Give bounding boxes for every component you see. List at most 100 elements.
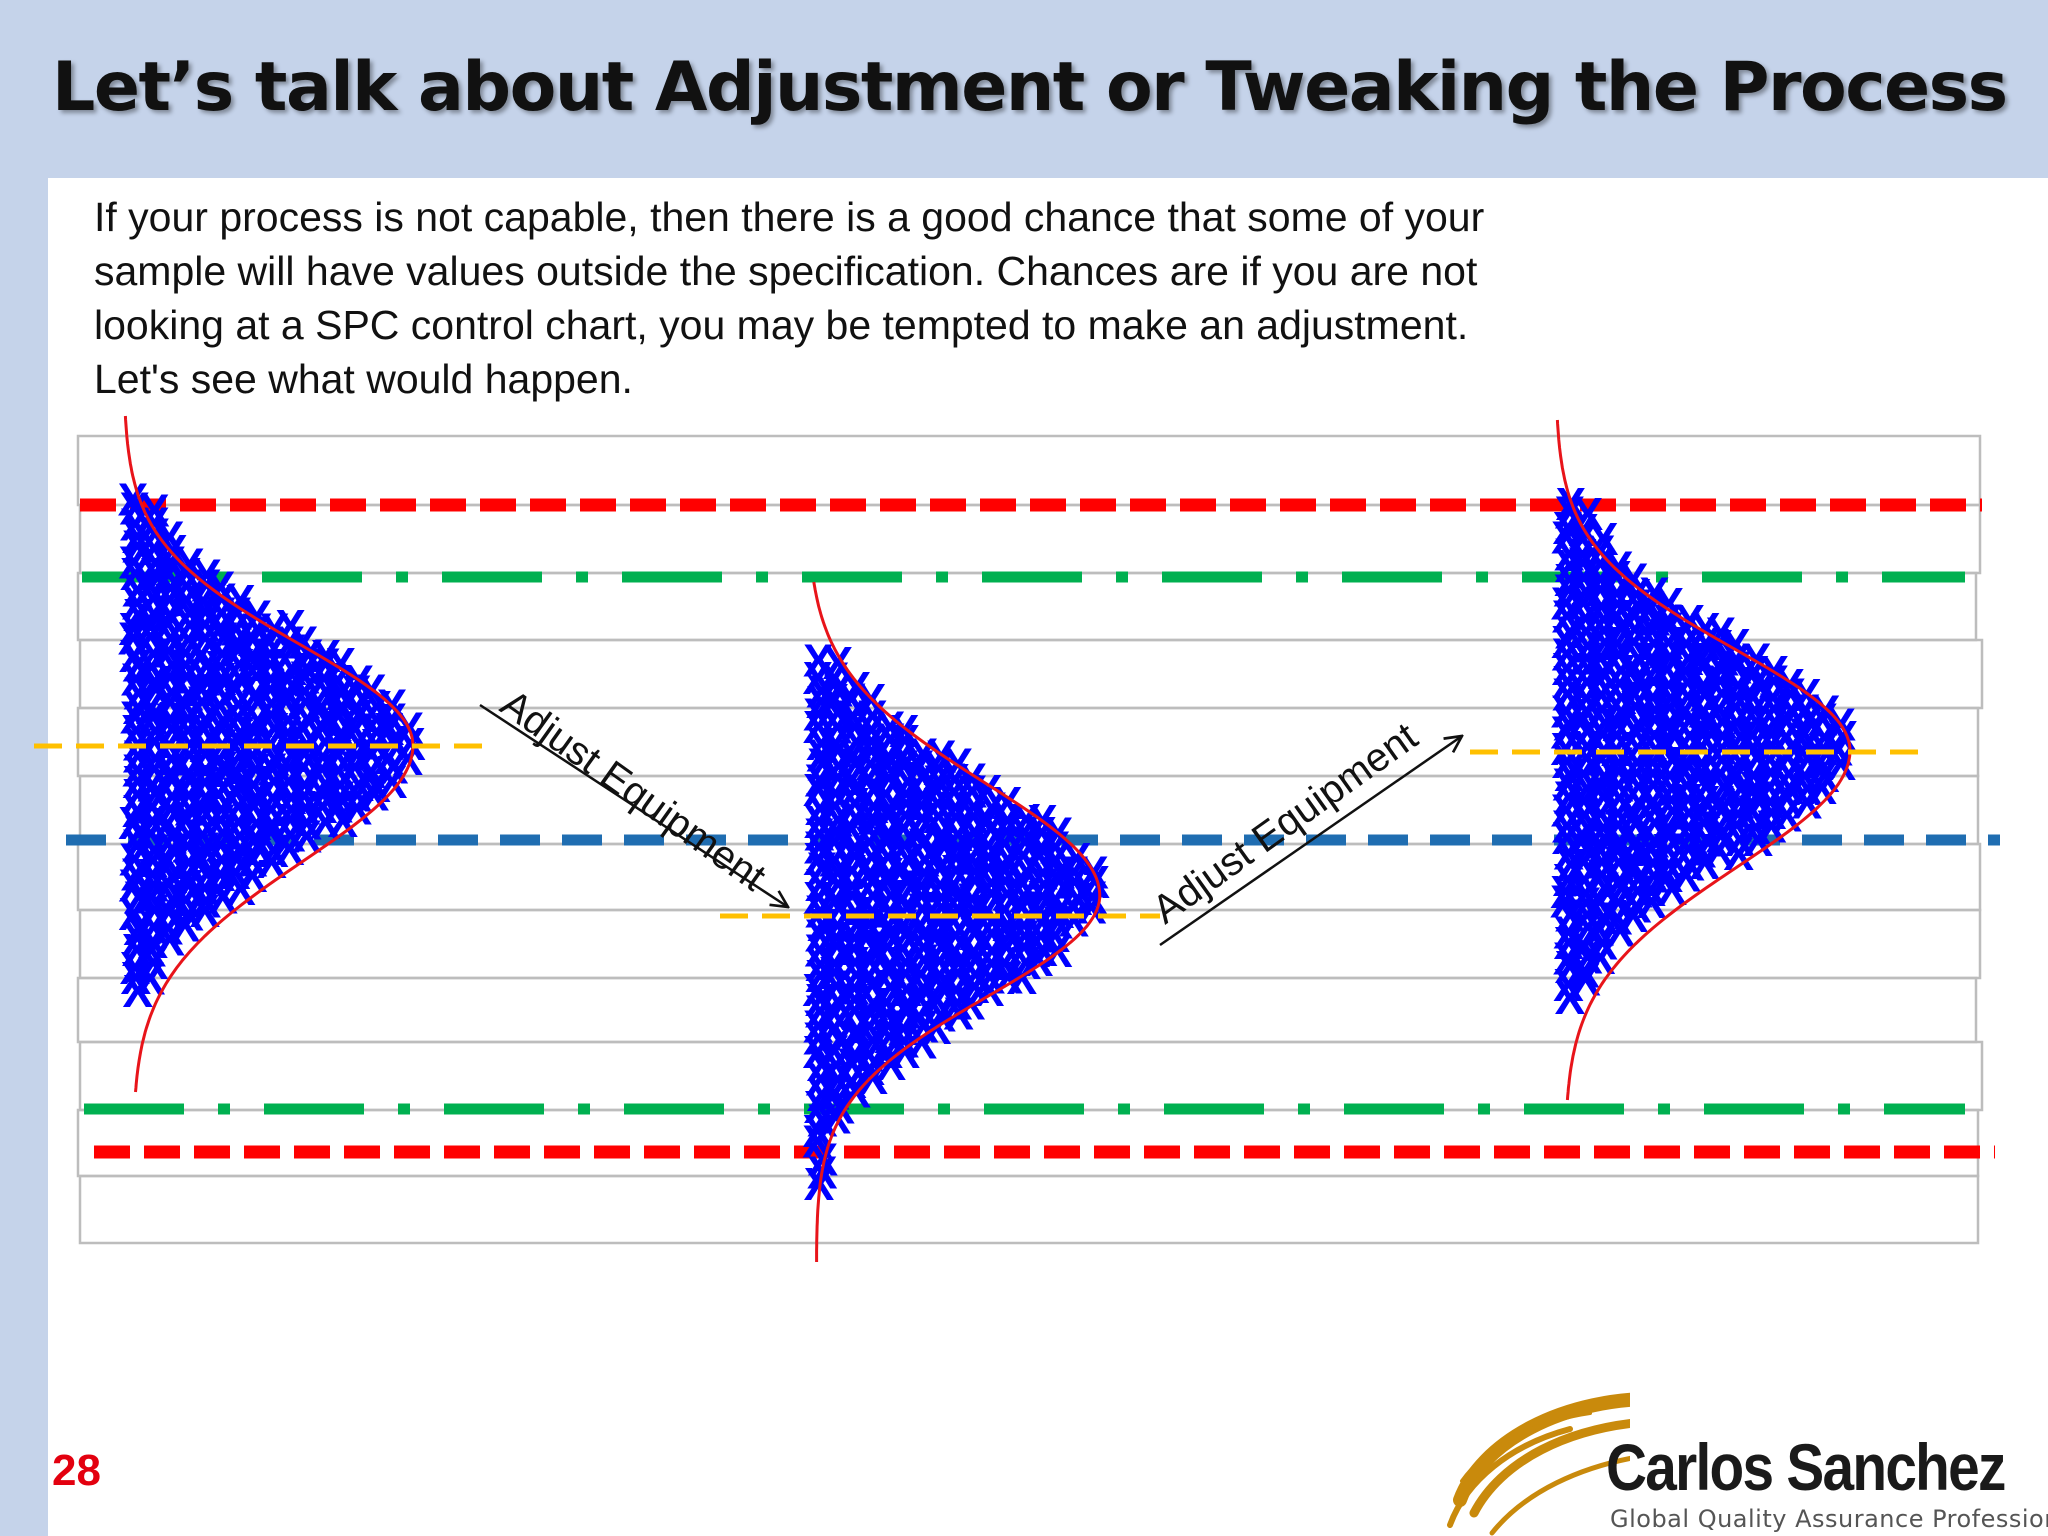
sample-x-marker: X [1638, 655, 1669, 707]
sample-x-marker: X [157, 851, 188, 903]
sample-x-marker: X [288, 617, 319, 669]
sample-x-marker: X [205, 819, 236, 871]
sample-x-marker: X [1029, 859, 1060, 911]
sample-x-marker: X [1606, 645, 1637, 697]
sample-x-marker: X [257, 798, 288, 850]
sample-x-marker: X [905, 973, 936, 1025]
sample-x-marker: X [137, 916, 168, 968]
slide-header [0, 0, 2048, 178]
sample-x-marker: X [139, 716, 170, 768]
sample-x-marker: X [273, 756, 304, 808]
sample-x-marker: X [856, 725, 887, 777]
sample-x-marker: X [223, 797, 254, 849]
sample-x-marker: X [170, 795, 201, 847]
sample-x-marker: X [155, 677, 186, 729]
sample-x-marker: X [803, 635, 834, 687]
sample-x-marker: X [821, 1040, 852, 1092]
sample-x-marker: X [325, 772, 356, 824]
sample-x-marker: X [289, 666, 320, 718]
sample-x-marker: X [1688, 685, 1719, 737]
sample-x-marker: X [323, 780, 354, 832]
sample-x-marker: X [1652, 644, 1683, 696]
sample-x-marker: X [805, 974, 836, 1026]
sample-x-marker: X [187, 809, 218, 861]
sample-x-marker: X [1673, 671, 1704, 723]
sample-x-marker: X [307, 743, 338, 795]
sample-x-marker: X [943, 947, 974, 999]
sample-x-marker: X [174, 539, 205, 591]
sample-x-marker: X [225, 810, 256, 862]
sample-x-marker: X [189, 823, 220, 875]
sample-x-marker: X [857, 1015, 888, 1067]
sample-x-marker: X [273, 694, 304, 746]
sample-x-marker: X [238, 781, 269, 833]
sample-x-marker: X [171, 651, 202, 703]
sample-x-marker: X [840, 937, 871, 989]
sample-x-marker: X [972, 795, 1003, 847]
sample-x-marker: X [1587, 647, 1618, 699]
sample-x-marker: X [272, 654, 303, 706]
sample-x-marker: X [875, 702, 906, 754]
sample-x-marker: X [156, 734, 187, 786]
sample-x-marker: X [1555, 972, 1586, 1024]
sample-x-marker: X [139, 825, 170, 877]
sample-x-marker: X [238, 759, 269, 811]
sample-x-marker: X [873, 832, 904, 884]
sample-x-marker: X [122, 924, 153, 976]
sample-x-marker: X [1572, 621, 1603, 673]
sample-x-marker: X [943, 937, 974, 989]
sample-x-marker: X [923, 791, 954, 843]
sample-x-marker: X [1706, 607, 1737, 659]
sample-x-marker: X [841, 716, 872, 768]
sample-x-marker: X [122, 913, 153, 965]
sample-x-marker: X [1673, 633, 1704, 685]
sample-x-marker: X [208, 613, 239, 665]
sample-x-marker: X [155, 783, 186, 835]
sample-x-marker: X [257, 743, 288, 795]
sample-x-marker: X [840, 887, 871, 939]
sample-x-marker: X [819, 653, 850, 705]
sample-x-marker: X [1721, 697, 1752, 749]
sample-x-marker: X [242, 695, 273, 747]
sample-x-marker: X [1568, 552, 1599, 604]
sample-x-marker: X [804, 796, 835, 848]
sample-x-marker: X [138, 588, 169, 640]
sample-x-marker: X [805, 885, 836, 937]
sample-x-marker: X [823, 688, 854, 740]
sample-x-marker: X [1567, 513, 1598, 565]
sample-x-marker: X [958, 884, 989, 936]
sample-x-marker: X [960, 949, 991, 1001]
sample-x-marker: X [137, 849, 168, 901]
sample-x-marker: X [1009, 900, 1040, 952]
sample-x-marker: X [256, 678, 287, 730]
sample-x-marker: X [853, 803, 884, 855]
sample-x-marker: X [837, 730, 868, 782]
sample-x-marker: X [837, 690, 868, 742]
sample-x-marker: X [819, 988, 850, 1040]
sample-x-marker: X [237, 834, 268, 886]
sample-x-marker: X [839, 912, 870, 964]
sample-x-marker: X [186, 834, 217, 886]
sample-x-marker: X [926, 816, 957, 868]
sample-x-marker: X [138, 901, 169, 953]
sample-x-marker: X [1590, 697, 1621, 749]
sample-x-marker: X [255, 653, 286, 705]
sample-x-marker: X [888, 899, 919, 951]
adjust-up-label: Adjust Equipment [1145, 714, 1426, 932]
sample-x-marker: X [841, 949, 872, 1001]
sample-x-marker: X [887, 923, 918, 975]
sample-x-marker: X [255, 664, 286, 716]
sample-x-marker: X [206, 835, 237, 887]
sample-x-marker: X [1655, 697, 1686, 749]
sample-markers-after-first-adjustment: XXXXXXXXXXXXXXXXXXXXXXXXXXXXXXXXXXXXXXXX… [802, 635, 1110, 1211]
sample-x-marker: X [271, 676, 302, 728]
sample-x-marker: X [907, 752, 938, 804]
sample-x-marker: X [138, 692, 169, 744]
sample-x-marker: X [1027, 924, 1058, 976]
sample-x-marker: X [189, 599, 220, 651]
sample-x-marker: X [977, 925, 1008, 977]
sample-x-marker: X [871, 977, 902, 1029]
sample-x-marker: X [958, 926, 989, 978]
sample-x-marker: X [276, 784, 307, 836]
